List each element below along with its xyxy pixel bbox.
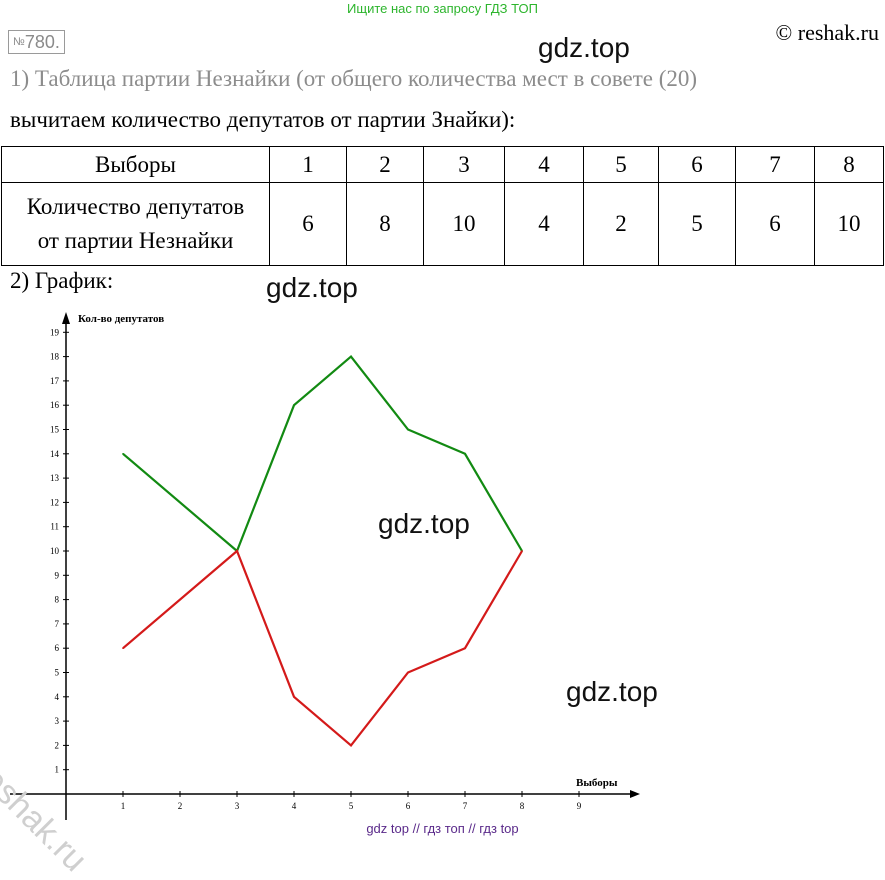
series-1-point [350,355,352,358]
series-2-point [122,647,124,649]
x-tick-label: 6 [406,801,411,811]
y-axis-label: Кол-во депутатов [78,313,164,325]
table-header-cell: Выборы [1,146,270,183]
series-2-point [464,647,466,649]
watermark-gdz: gdz.top [566,676,658,707]
x-tick-label: 1 [121,801,126,811]
y-axis-arrow [62,312,70,324]
solution-line-2: вычитаем количество депутатов от партии … [10,107,516,132]
table-row: Выборы 1 2 3 4 5 6 7 8 [1,146,884,183]
table-cell: 2 [583,182,659,266]
y-tick-label: 6 [55,643,60,653]
series-2-point [350,744,352,747]
table-cell: 8 [814,146,884,183]
table-cell: 2 [346,146,424,183]
y-tick-label: 3 [55,716,60,726]
y-tick-label: 14 [50,449,60,459]
table-cell: 3 [423,146,505,183]
copyright: © reshak.ru [775,20,879,45]
y-tick-label: 10 [50,546,60,556]
series-1-point [293,404,295,407]
task-number: №780. [8,30,65,54]
x-tick-label: 7 [463,801,468,811]
y-tick-label: 15 [50,425,60,435]
y-tick-label: 2 [55,740,60,750]
table-cell: 6 [269,182,347,266]
x-axis-arrow [630,790,640,798]
task-number-value: 780. [24,32,60,52]
series-1-point [407,428,409,431]
solution-line-1: 1) Таблица партии Незнайки (от общего ко… [10,66,698,91]
watermark-gdz: gdz.top [378,508,470,539]
table-cell: 1 [269,146,347,183]
table-cell: 4 [504,182,584,266]
x-axis-label: Выборы [576,777,618,789]
table-row: Количество депутатов от партии Незнайки 6… [1,182,884,266]
x-tick-label: 2 [178,801,183,811]
table-header-cell: Количество депутатов от партии Незнайки [1,182,270,266]
y-tick-label: 16 [50,400,60,410]
series-line-2 [122,549,523,747]
y-tick-label: 9 [55,570,60,580]
search-banner[interactable]: Ищите нас по запросу ГДЗ ТОП [347,1,538,16]
footer-links[interactable]: gdz top // гдз топ // гдз top [366,821,519,836]
series-1-point [464,453,466,455]
watermark-gdz: gdz.top [538,32,630,63]
x-tick-label: 9 [577,801,582,811]
y-tick-label: 8 [55,595,60,605]
table-cell: 4 [504,146,584,183]
table-cell: 10 [814,182,884,266]
series-2-point [293,696,295,698]
y-tick-label: 12 [50,497,59,507]
y-tick-label: 1 [55,765,60,775]
table-header-line: Количество депутатов [26,194,245,219]
y-tick-label: 19 [50,327,60,337]
y-tick-label: 5 [55,668,60,678]
y-tick-label: 18 [50,352,60,362]
watermark-gdz: gdz.top [266,272,358,303]
x-tick-label: 8 [520,801,525,811]
table-cell: 6 [658,146,736,183]
y-tick-label: 13 [50,473,60,483]
x-tick-label: 5 [349,801,354,811]
solution-line-3: 2) График: [10,268,114,293]
table-cell: 5 [583,146,659,183]
y-tick-label: 17 [50,376,60,386]
series-1-point [122,453,124,455]
y-tick-label: 11 [50,522,59,532]
x-tick-label: 4 [292,801,297,811]
party-table: Выборы 1 2 3 4 5 6 7 8 Количество депута… [1,146,884,266]
y-tick-label: 7 [55,619,60,629]
table-header-line: от партии Незнайки [37,228,234,253]
table-cell: 10 [423,182,505,266]
table-cell: 8 [346,182,424,266]
table-cell: 5 [658,182,736,266]
x-tick-label: 3 [235,801,240,811]
series-2-point [521,550,523,552]
y-tick-label: 4 [55,692,60,702]
table-cell: 7 [735,146,815,183]
table-cell: 6 [735,182,815,266]
number-sign: № [13,36,25,48]
series-2-point [236,550,238,552]
series-2-point [407,671,409,674]
